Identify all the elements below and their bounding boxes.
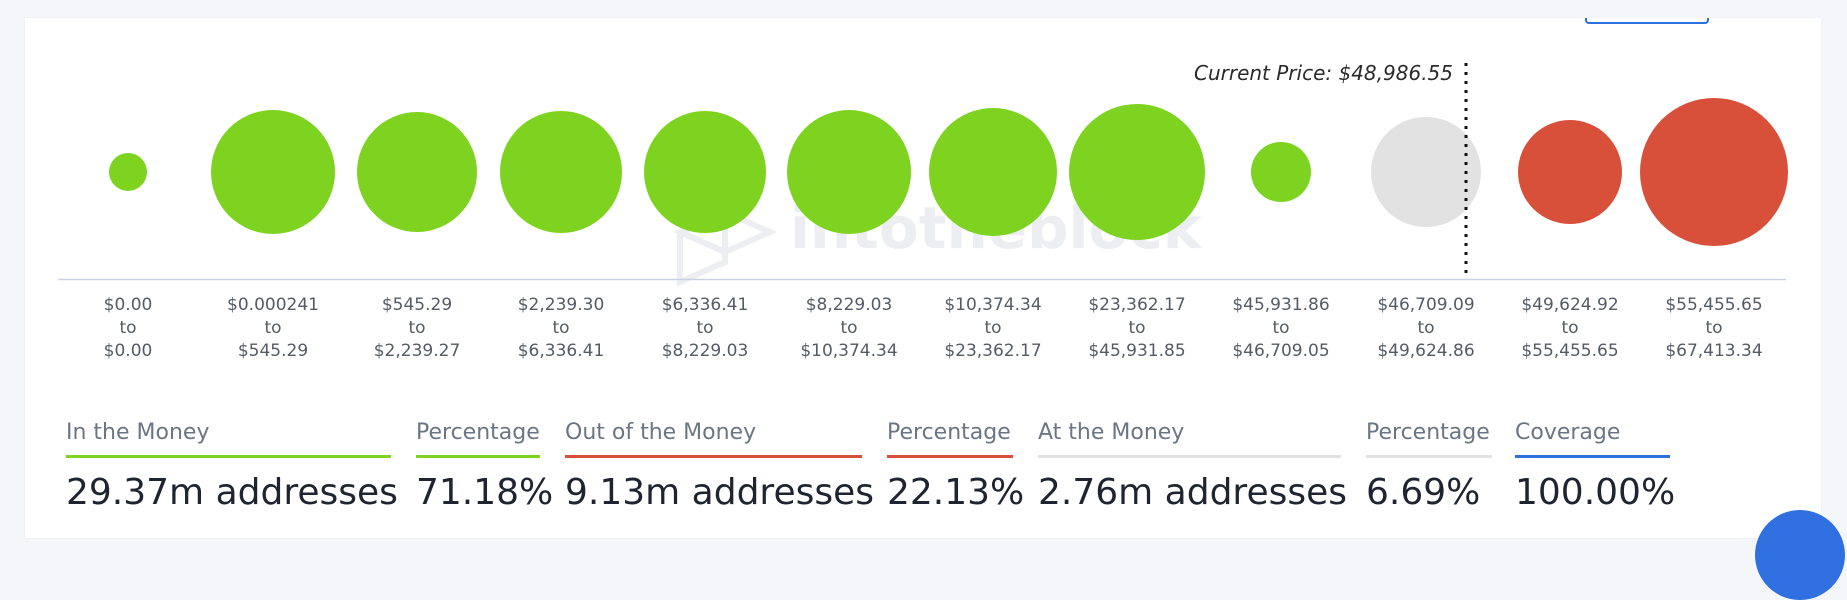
range-label-3-line-2: to (408, 318, 425, 338)
range-label-1-line-2: to (119, 318, 136, 338)
range-label-4-line-1: $2,239.30 (518, 295, 605, 315)
bubble-12-out-of-the-money[interactable] (1640, 98, 1788, 246)
bubble-5-in-the-money[interactable] (644, 111, 766, 233)
range-label-10-line-1: $46,709.09 (1377, 295, 1474, 315)
range-label-9-line-3: $46,709.05 (1232, 341, 1329, 361)
bubble-9-in-the-money[interactable] (1251, 142, 1311, 202)
bubble-7-in-the-money[interactable] (929, 108, 1057, 236)
range-label-10-line-3: $49,624.86 (1377, 341, 1474, 361)
range-label-8-line-3: $45,931.85 (1088, 341, 1185, 361)
bubble-chart: intotheblock $0.00to$0.00$0.000241to$545… (58, 61, 1788, 361)
chat-button[interactable] (1755, 510, 1845, 600)
range-label-10-line-2: to (1417, 318, 1434, 338)
bubble-4-in-the-money[interactable] (500, 111, 622, 233)
bubble-1-in-the-money[interactable] (109, 153, 147, 191)
range-label-3-line-3: $2,239.27 (374, 341, 461, 361)
range-label-5-line-1: $6,336.41 (662, 295, 749, 315)
range-label-4-line-3: $6,336.41 (518, 341, 605, 361)
bubble-3-in-the-money[interactable] (357, 112, 477, 232)
range-label-1-line-1: $0.00 (104, 295, 153, 315)
range-label-7-line-1: $10,374.34 (944, 295, 1041, 315)
range-label-12-line-1: $55,455.65 (1665, 295, 1762, 315)
range-label-11-line-1: $49,624.92 (1521, 295, 1618, 315)
range-label-12-line-3: $67,413.34 (1665, 341, 1762, 361)
range-label-6-line-1: $8,229.03 (806, 295, 893, 315)
bubble-6-in-the-money[interactable] (787, 110, 911, 234)
tab-indicator[interactable] (1585, 18, 1709, 24)
range-label-11-line-3: $55,455.65 (1521, 341, 1618, 361)
range-label-3-line-1: $545.29 (382, 295, 452, 315)
range-label-7-line-3: $23,362.17 (944, 341, 1041, 361)
range-label-9-line-1: $45,931.86 (1232, 295, 1329, 315)
range-label-2-line-3: $545.29 (238, 341, 308, 361)
range-label-9-line-2: to (1272, 318, 1289, 338)
current-price-label: Current Price: $48,986.55 (1194, 61, 1453, 85)
range-label-5-line-3: $8,229.03 (662, 341, 749, 361)
range-label-6-line-3: $10,374.34 (800, 341, 897, 361)
range-label-12-line-2: to (1705, 318, 1722, 338)
range-label-1-line-3: $0.00 (104, 341, 153, 361)
bubble-11-out-of-the-money[interactable] (1518, 120, 1622, 224)
bubble-10-at-the-money[interactable] (1371, 117, 1481, 227)
bubble-8-in-the-money[interactable] (1069, 104, 1205, 240)
range-label-2-line-1: $0.000241 (227, 295, 319, 315)
range-label-6-line-2: to (840, 318, 857, 338)
range-label-8-line-2: to (1128, 318, 1145, 338)
range-label-4-line-2: to (552, 318, 569, 338)
range-label-8-line-1: $23,362.17 (1088, 295, 1185, 315)
range-label-7-line-2: to (984, 318, 1001, 338)
chart-card (25, 18, 1821, 538)
range-label-5-line-2: to (696, 318, 713, 338)
range-label-2-line-2: to (264, 318, 281, 338)
bubble-2-in-the-money[interactable] (211, 110, 335, 234)
range-label-11-line-2: to (1561, 318, 1578, 338)
